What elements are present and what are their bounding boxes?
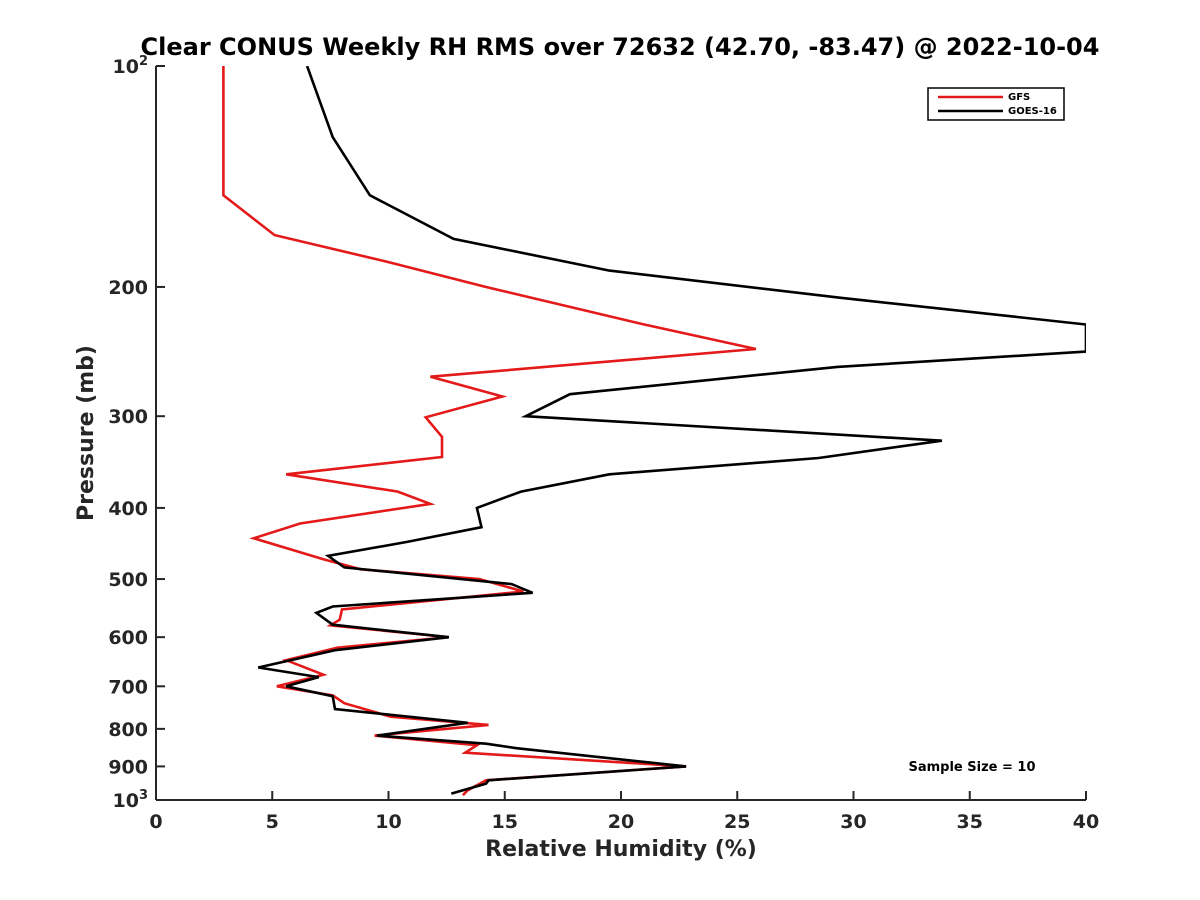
x-ticks: 0 5 10 15 20 25 30 35 40 <box>149 791 1099 833</box>
y-ticks: 102 200 300 400 500 600 700 800 900 103 <box>108 54 165 812</box>
x-tick-label: 5 <box>266 811 279 833</box>
sample-size-annotation: Sample Size = 10 <box>908 760 1035 775</box>
y-tick-label: 800 <box>108 719 148 741</box>
y-tick-label: 200 <box>108 277 148 299</box>
y-tick-label: 103 <box>113 788 149 812</box>
y-tick-label: 900 <box>108 756 148 778</box>
x-tick-label: 15 <box>492 811 518 833</box>
x-tick-label: 40 <box>1073 811 1099 833</box>
y-axis-label: Pressure (mb) <box>74 345 99 521</box>
y-tick-label: 300 <box>108 406 148 428</box>
legend-box <box>927 87 1065 121</box>
y-tick-label: 102 <box>113 54 149 78</box>
y-tick-label: 600 <box>108 627 148 649</box>
x-tick-label: 20 <box>608 811 634 833</box>
x-axis-label: Relative Humidity (%) <box>485 837 757 862</box>
legend-label-goes16: GOES-16 <box>1008 106 1057 117</box>
y-tick-label: 400 <box>108 498 148 520</box>
series-layer <box>222 66 1086 797</box>
x-tick-label: 30 <box>840 811 866 833</box>
y-tick-label: 500 <box>108 569 148 591</box>
x-tick-label: 0 <box>149 811 162 833</box>
x-tick-label: 25 <box>724 811 750 833</box>
legend: GFS GOES-16 <box>927 87 1065 121</box>
y-tick-label: 700 <box>108 676 148 698</box>
legend-label-gfs: GFS <box>1008 92 1030 103</box>
x-tick-label: 10 <box>375 811 401 833</box>
series-line-goes16 <box>258 66 1086 795</box>
series-line-gfs <box>222 66 757 797</box>
chart-title: Clear CONUS Weekly RH RMS over 72632 (42… <box>141 33 1100 61</box>
x-tick-label: 35 <box>957 811 983 833</box>
